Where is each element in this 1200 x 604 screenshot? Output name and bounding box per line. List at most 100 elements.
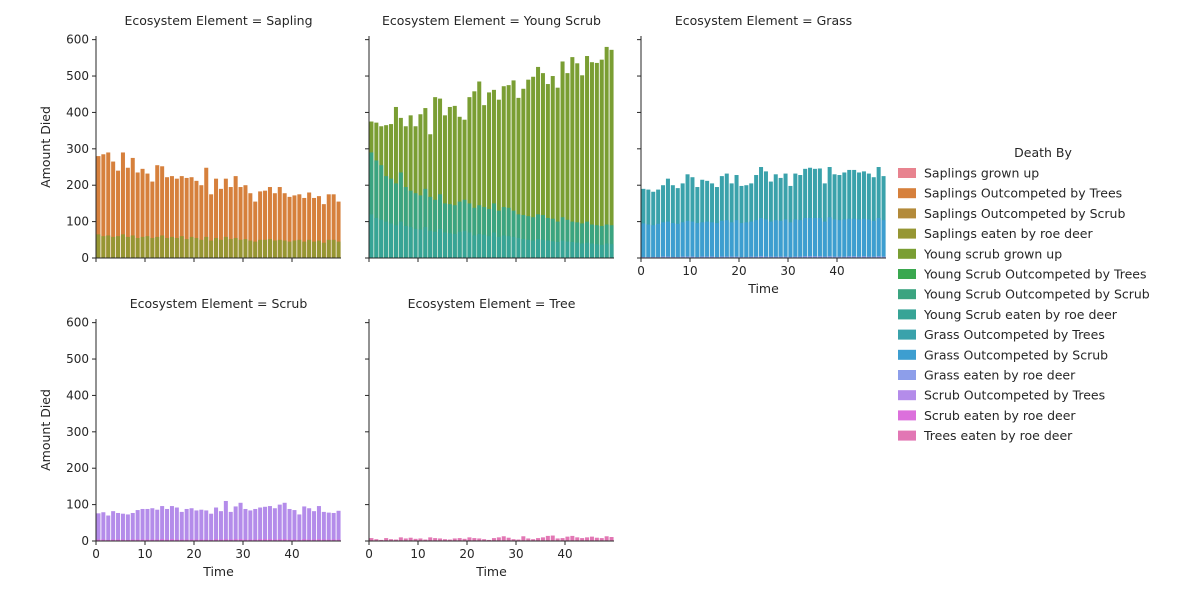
bar <box>248 510 253 541</box>
facet-grid: Ecosystem Element = Sapling0100200300400… <box>38 13 886 579</box>
bar <box>832 174 837 258</box>
bar <box>837 256 842 258</box>
bar <box>661 222 666 258</box>
bar <box>135 510 140 541</box>
bar <box>130 539 135 541</box>
bar <box>413 228 418 258</box>
bar <box>312 197 317 258</box>
y-axis-label: Amount Died <box>38 389 53 471</box>
legend-swatch <box>898 349 916 360</box>
bar <box>184 239 189 258</box>
y-tick-label: 0 <box>81 534 89 548</box>
bar <box>700 222 705 258</box>
bar <box>155 165 160 258</box>
bar <box>111 161 116 258</box>
bar <box>565 73 570 258</box>
bar-series <box>641 167 886 258</box>
bar <box>516 214 521 258</box>
facet-panel: Ecosystem Element = Young Scrub <box>365 13 614 262</box>
bar <box>389 539 394 541</box>
bar <box>209 513 214 541</box>
bar <box>641 256 646 258</box>
bar <box>589 536 594 541</box>
legend-swatch <box>898 269 916 279</box>
legend-swatch <box>898 329 916 340</box>
y-tick-label: 100 <box>66 498 89 512</box>
bar <box>165 237 170 258</box>
bar <box>599 59 604 258</box>
bar <box>754 256 759 258</box>
bar <box>433 538 438 541</box>
bar <box>253 201 258 258</box>
y-axis-label: Amount Died <box>38 106 53 188</box>
bar <box>599 225 604 258</box>
legend-item: Grass eaten by roe deer <box>898 368 1076 383</box>
bar <box>506 236 511 258</box>
bar <box>724 173 729 258</box>
bar <box>540 215 545 258</box>
bar <box>263 190 268 258</box>
bar <box>321 511 326 541</box>
bar <box>140 508 145 541</box>
bar <box>570 57 575 258</box>
bar <box>871 256 876 258</box>
bar <box>724 220 729 258</box>
bar <box>384 221 389 258</box>
bar <box>120 539 125 541</box>
bar <box>536 214 541 258</box>
bar <box>695 223 700 258</box>
legend-label: Saplings eaten by roe deer <box>924 226 1093 241</box>
bar <box>817 256 822 258</box>
bar <box>238 502 243 541</box>
bar <box>589 243 594 258</box>
bar <box>501 86 506 258</box>
facet-title: Ecosystem Element = Sapling <box>124 13 312 28</box>
bar <box>651 256 656 258</box>
facet-title: Ecosystem Element = Scrub <box>130 296 308 311</box>
bar <box>316 196 321 258</box>
bar <box>174 237 179 258</box>
bar <box>589 224 594 258</box>
bar <box>277 504 282 541</box>
bar <box>680 183 685 258</box>
legend-label: Scrub Outcompeted by Trees <box>924 388 1105 403</box>
bar <box>768 181 773 258</box>
bar <box>540 537 545 541</box>
bar <box>116 170 121 258</box>
bar <box>336 241 341 258</box>
bar <box>297 194 302 258</box>
bar <box>521 239 526 258</box>
bar <box>228 187 233 258</box>
bar <box>675 223 680 258</box>
bar <box>369 538 374 541</box>
bar <box>272 508 277 541</box>
bar <box>808 167 813 258</box>
bar <box>111 511 116 541</box>
bar <box>243 185 248 258</box>
bar <box>413 126 418 258</box>
bar <box>292 240 297 258</box>
bar <box>861 256 866 258</box>
bar <box>778 177 783 258</box>
bar <box>302 241 307 258</box>
bar <box>258 507 263 541</box>
bar <box>150 508 155 541</box>
bar <box>646 256 651 258</box>
bar <box>331 194 336 258</box>
bar <box>218 511 223 541</box>
bar <box>447 539 452 541</box>
bar <box>550 76 555 258</box>
bar <box>428 230 433 258</box>
bar <box>316 539 321 541</box>
bar <box>734 220 739 258</box>
bar <box>101 154 106 258</box>
bar <box>695 256 700 258</box>
bar-series <box>369 214 614 258</box>
bar <box>705 221 710 258</box>
bar <box>526 216 531 258</box>
bar <box>778 220 783 258</box>
bar <box>101 512 106 541</box>
bar <box>155 539 160 541</box>
bar <box>398 221 403 258</box>
